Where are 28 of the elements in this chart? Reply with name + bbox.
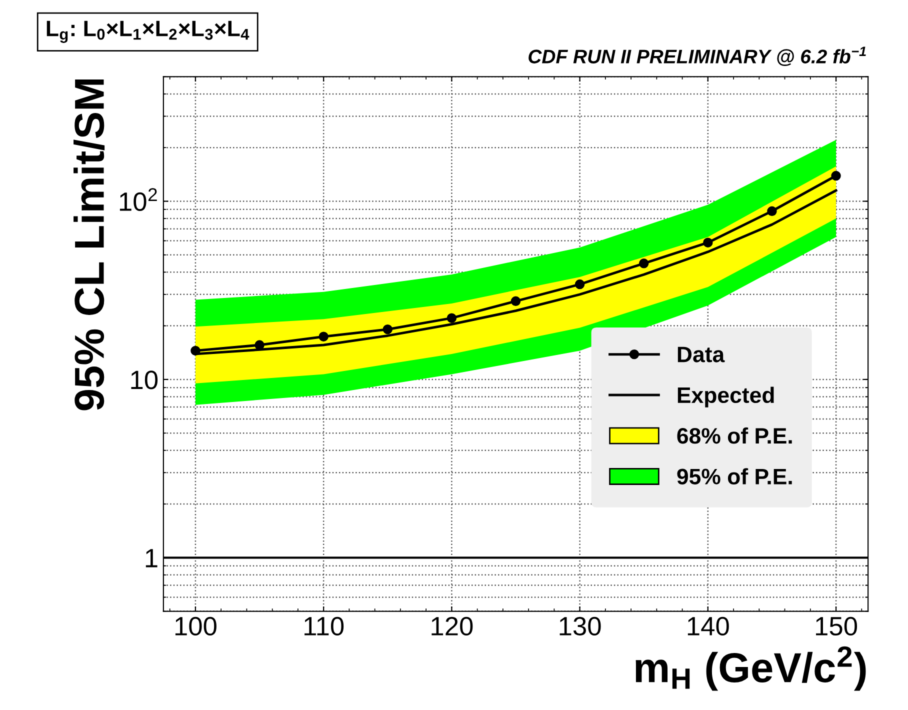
- point: [446, 313, 457, 323]
- x-tick-label: 100: [175, 616, 216, 636]
- x-tick-label: 150: [816, 616, 858, 636]
- legend-label: Data: [678, 346, 725, 362]
- x-tick-label: 120: [432, 616, 473, 636]
- y-axis-title: 95% CL Limit/SM: [74, 79, 105, 410]
- chart-title: L$_{g}$: L$_{0}$×L$_{1}$×L$_{2}$×L$_{3}$×L$_{4}$: [46, 20, 250, 43]
- legend-label: Expected: [678, 386, 774, 408]
- x-tick-label: 140: [688, 616, 729, 636]
- point: [318, 332, 328, 342]
- legend-label: 95% of P.E.: [677, 468, 792, 484]
- point: [831, 170, 841, 181]
- point: [574, 279, 585, 290]
- point: [382, 324, 392, 334]
- point: [254, 340, 264, 350]
- point: [703, 238, 713, 248]
- x-tick-label: 130: [560, 616, 601, 636]
- x-tick-label: 110: [304, 616, 344, 636]
- legend-label: 68% of P.E.: [677, 427, 792, 444]
- y-tick-label: 10$^{2}$: [120, 188, 157, 212]
- text: CDF RUN II PRELIMINARY @ 6.2 fb$^{−1}$: [528, 46, 866, 66]
- y-tick-label: 10: [131, 370, 158, 390]
- y-tick-label: 1: [146, 549, 158, 568]
- point: [190, 346, 200, 356]
- point: [510, 296, 521, 306]
- point: [638, 258, 649, 268]
- x-axis-title: m$_{H}$ (GeV/c$^{2}$): [636, 646, 866, 691]
- point: [767, 206, 777, 216]
